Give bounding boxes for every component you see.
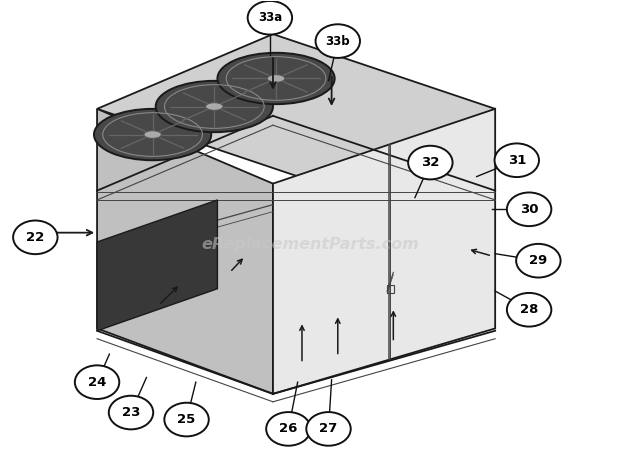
Text: 33a: 33a [258,11,282,24]
Polygon shape [97,109,273,394]
Circle shape [13,220,58,254]
Text: 33b: 33b [326,35,350,47]
Polygon shape [273,109,495,394]
Ellipse shape [267,75,285,82]
Circle shape [266,412,311,446]
Text: eReplacementParts.com: eReplacementParts.com [201,237,419,252]
Circle shape [495,143,539,177]
Circle shape [164,403,209,436]
Ellipse shape [206,102,223,110]
Text: 22: 22 [26,231,45,244]
Circle shape [247,1,292,35]
Text: 31: 31 [508,154,526,167]
Circle shape [516,244,560,277]
Circle shape [408,146,453,180]
Circle shape [507,293,551,327]
Text: 26: 26 [279,423,298,435]
Ellipse shape [218,53,335,104]
Text: 32: 32 [421,156,440,169]
Text: 23: 23 [122,406,140,419]
Text: 28: 28 [520,303,538,316]
Ellipse shape [94,109,211,160]
Bar [386,285,394,293]
Text: 27: 27 [319,423,338,435]
Polygon shape [97,200,218,331]
Polygon shape [97,34,495,184]
Circle shape [75,365,119,399]
Text: 25: 25 [177,413,196,426]
Circle shape [316,24,360,58]
Text: 30: 30 [520,203,538,216]
Text: 29: 29 [529,254,547,267]
Text: 24: 24 [88,376,106,389]
Ellipse shape [144,131,161,138]
Circle shape [306,412,351,446]
Ellipse shape [156,81,273,132]
Circle shape [507,193,551,226]
Circle shape [108,396,153,430]
